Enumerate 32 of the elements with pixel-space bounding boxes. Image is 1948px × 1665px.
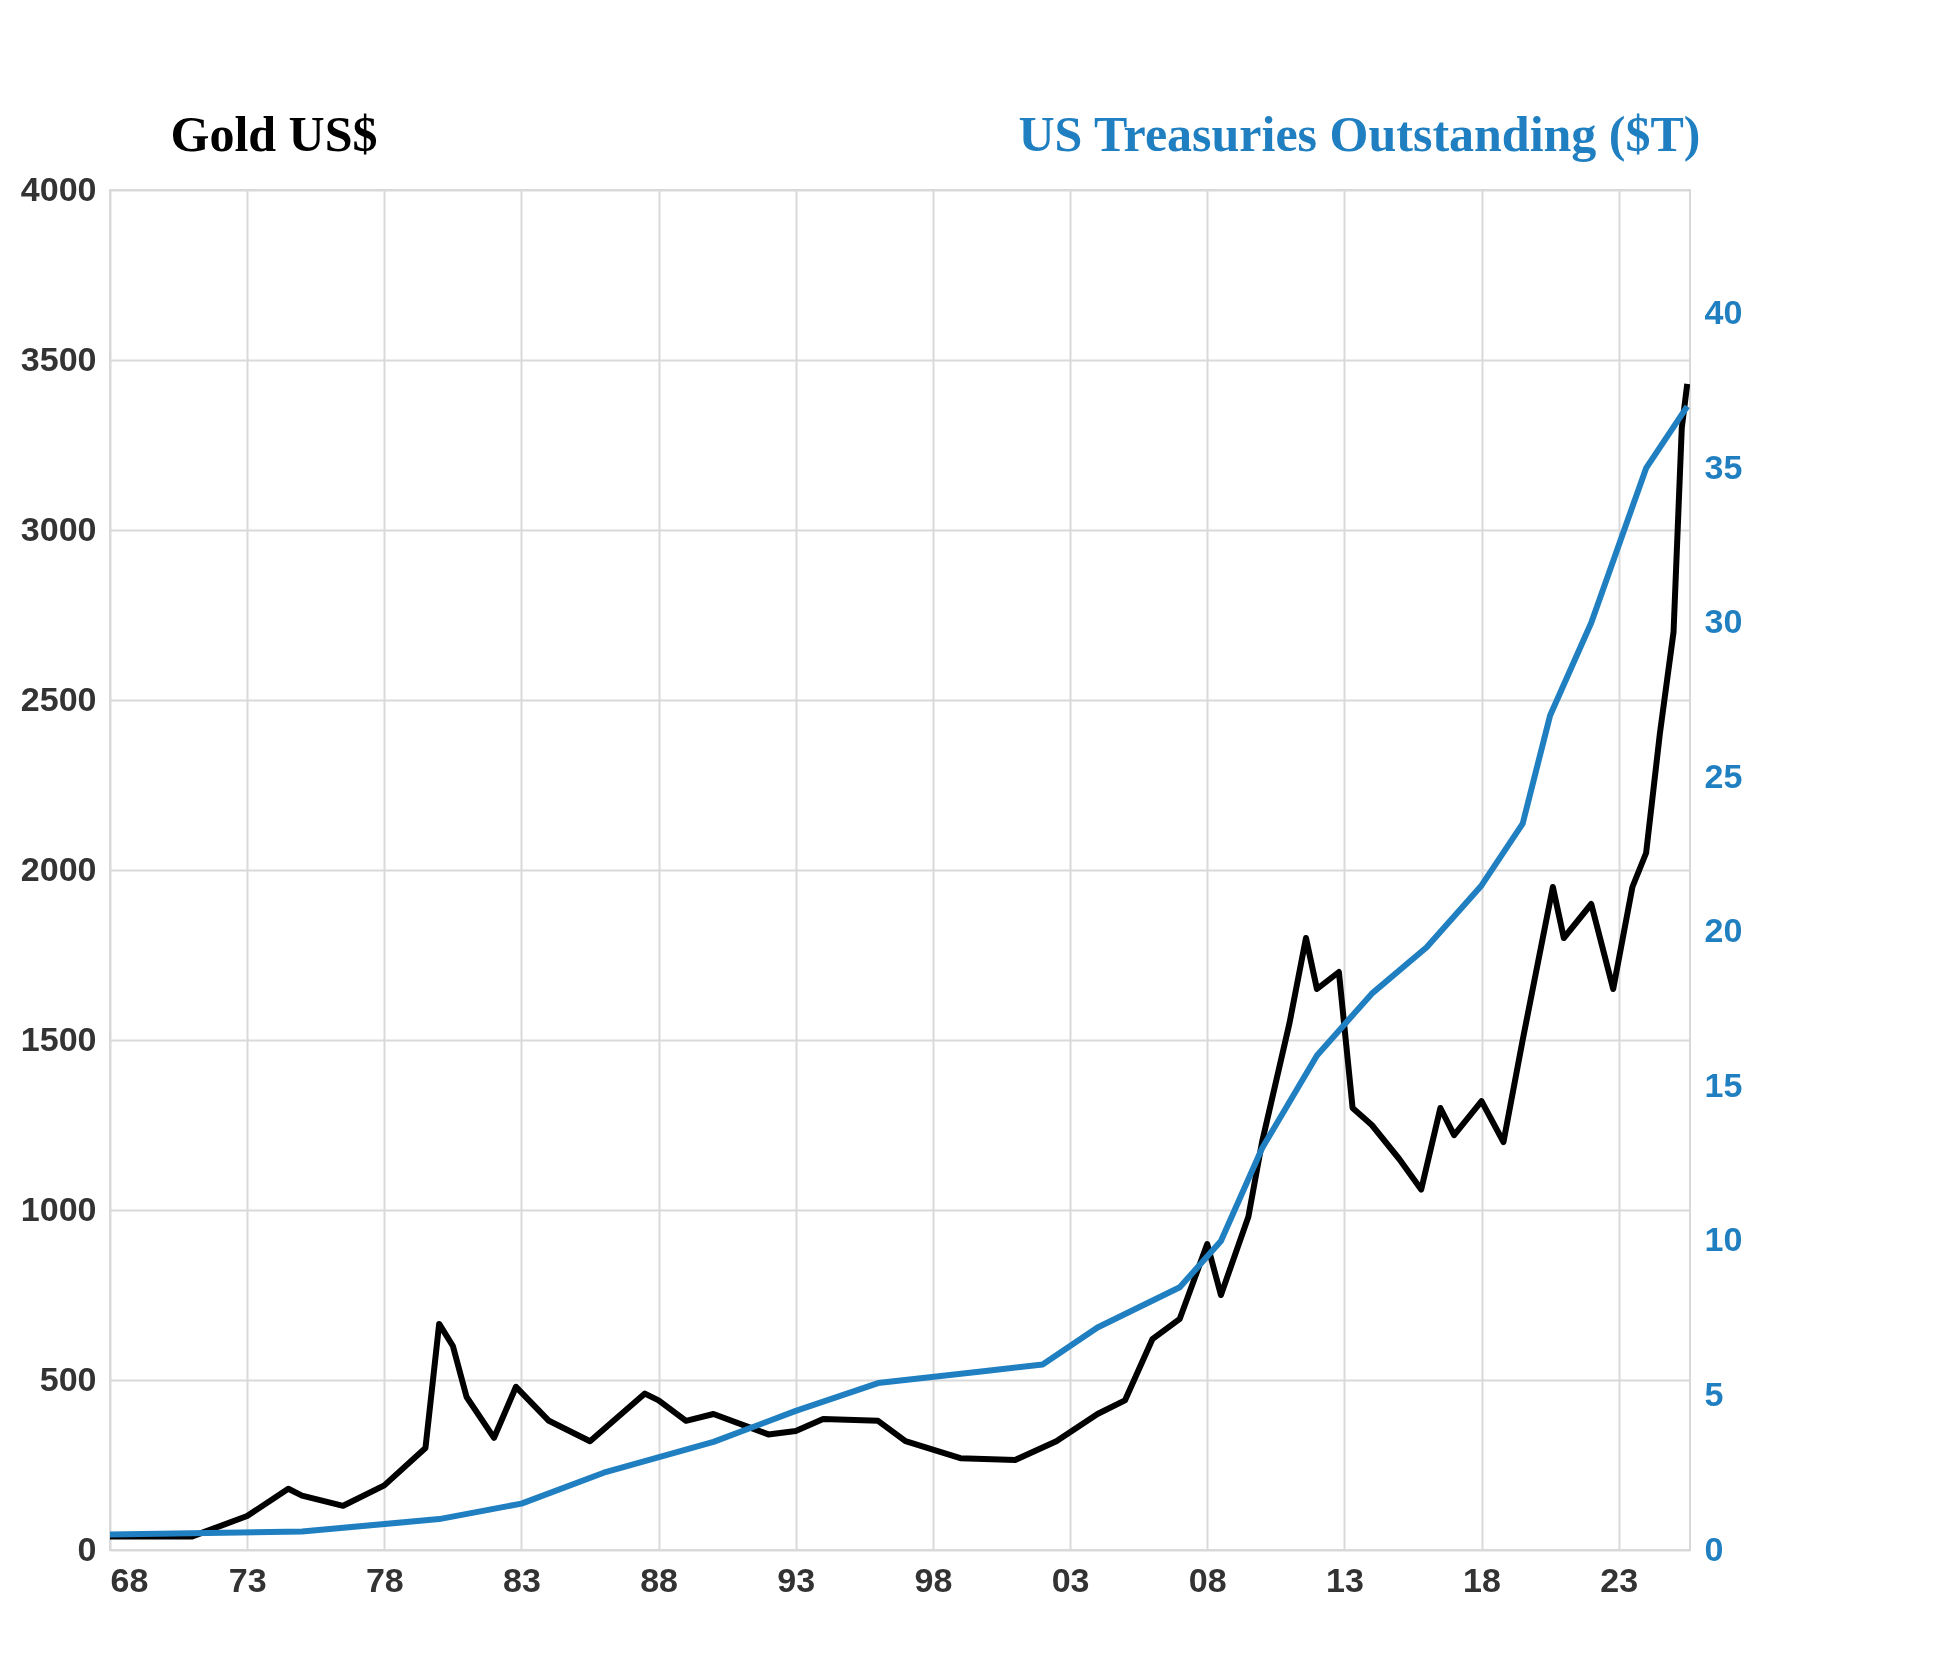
y-tick-label: 1000 [20,1189,97,1228]
y-tick-label: 0 [77,1529,97,1568]
y2-tick-label: 10 [1704,1220,1743,1259]
y-tick-label: 4000 [20,169,97,208]
x-tick-label: 18 [1463,1560,1501,1599]
y2-tick-label: 35 [1704,447,1743,486]
y-tick-label: 3500 [20,339,97,378]
y-axis-title: Gold US$ [170,105,378,162]
x-tick-label: 98 [914,1560,953,1599]
y2-tick-label: 15 [1704,1065,1743,1104]
x-tick-label: 73 [228,1560,267,1599]
x-tick-label: 08 [1188,1560,1227,1599]
y2-axis-title: US Treasuries Outstanding ($T) [1018,105,1701,162]
y2-tick-label: 25 [1704,756,1743,795]
y2-tick-label: 5 [1704,1374,1724,1413]
y2-tick-label: 20 [1704,911,1743,950]
y-tick-label: 1500 [20,1019,97,1058]
x-tick-label: 13 [1325,1560,1364,1599]
x-tick-label: 78 [365,1560,404,1599]
y-tick-label: 500 [39,1359,97,1398]
x-tick-label: 93 [777,1560,816,1599]
y-tick-label: 2500 [20,679,97,718]
x-tick-label: 23 [1600,1560,1639,1599]
x-tick-label: 68 [110,1560,149,1599]
y2-tick-label: 40 [1704,293,1743,332]
y-tick-label: 3000 [20,509,97,548]
y-tick-label: 2000 [20,849,97,888]
x-tick-label: 03 [1051,1560,1090,1599]
x-tick-label: 83 [503,1560,541,1599]
y2-tick-label: 30 [1704,602,1743,641]
x-tick-label: 88 [640,1560,679,1599]
y2-tick-label: 0 [1704,1529,1724,1568]
